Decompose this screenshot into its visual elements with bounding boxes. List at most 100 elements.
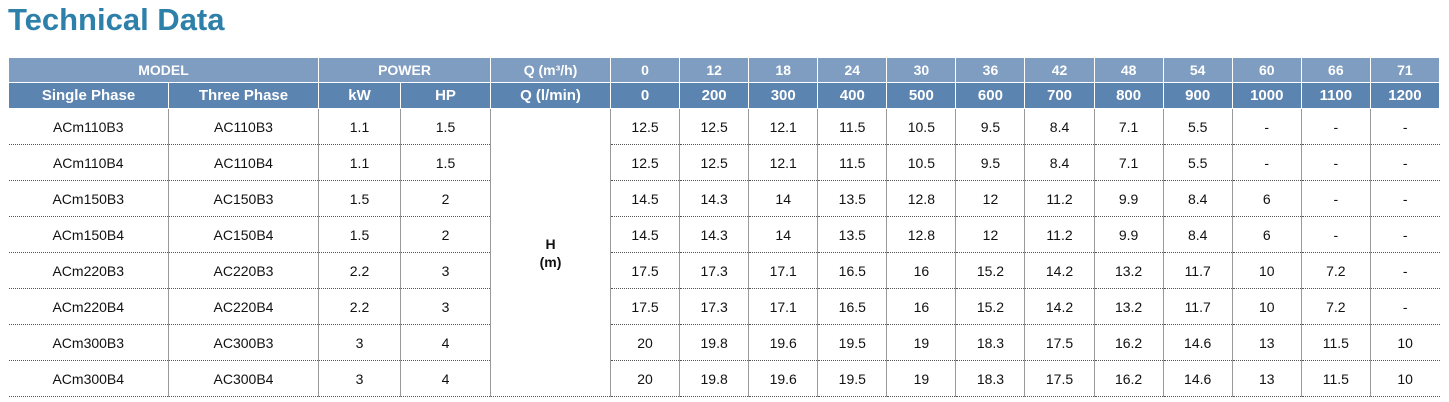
header-cell: 71 xyxy=(1369,57,1441,83)
data-row: ACm220B4 AC220B4 2.2 3 17.5 17.3 17.1 16.5 16 15.… xyxy=(8,288,1440,325)
value-cell: 8.4 xyxy=(1024,108,1095,145)
value-cell: 13.5 xyxy=(817,180,888,217)
data-row: ACm150B3 AC150B3 1.5 2 14.5 14.3 14 13.5 12.8 12 1… xyxy=(8,180,1440,217)
data-row: ACm220B3 AC220B3 2.2 3 17.5 17.3 17.1 16.5 16 15.… xyxy=(8,252,1440,289)
header-cell: POWER xyxy=(317,57,492,83)
value-cell: 12.1 xyxy=(748,144,819,181)
tech-table: MODEL POWER Q (m³/h) 0 12 18 24 30 36 42 48 54 60 66 7… xyxy=(8,57,1441,397)
model-cell: ACm300B4 xyxy=(8,360,169,397)
value-cell: 12.1 xyxy=(748,108,819,145)
model-cell: ACm300B3 xyxy=(8,324,169,361)
value-cell: 10 xyxy=(1232,288,1302,325)
head-unit-cell: H (m) xyxy=(490,108,612,397)
header-cell: 900 xyxy=(1162,82,1233,109)
value-cell: 13 xyxy=(1232,324,1302,361)
value-cell: 18.3 xyxy=(955,324,1026,361)
value-cell: 19.8 xyxy=(679,360,750,397)
model-cell: AC300B3 xyxy=(168,324,319,361)
data-row: ACm150B4 AC150B4 1.5 2 14.5 14.3 14 13.5 12.8 12 1… xyxy=(8,216,1440,253)
value-cell: 7.1 xyxy=(1094,108,1164,145)
value-cell: 15.2 xyxy=(955,252,1026,289)
value-cell: 17.5 xyxy=(1024,324,1095,361)
value-cell: 17.3 xyxy=(679,252,750,289)
value-cell: 11.5 xyxy=(817,108,888,145)
value-cell: 12.8 xyxy=(886,180,957,217)
header-cell: 54 xyxy=(1162,57,1233,83)
value-cell: - xyxy=(1232,144,1302,181)
header-cell: 500 xyxy=(886,82,957,109)
value-cell: 17.5 xyxy=(610,252,681,289)
value-cell: 11.7 xyxy=(1163,288,1233,325)
value-cell: 16 xyxy=(886,252,957,289)
value-cell: 1.5 xyxy=(318,180,401,217)
header-cell: 800 xyxy=(1093,82,1164,109)
header-cell: 42 xyxy=(1024,57,1095,83)
value-cell: 1.5 xyxy=(400,108,492,145)
value-cell: 7.2 xyxy=(1301,252,1371,289)
value-cell: 6 xyxy=(1232,180,1302,217)
value-cell: - xyxy=(1370,288,1440,325)
value-cell: 11.2 xyxy=(1024,180,1095,217)
header-cell: 12 xyxy=(679,57,750,83)
model-cell: ACm110B3 xyxy=(8,108,169,145)
value-cell: 12.5 xyxy=(679,144,750,181)
value-cell: 2.2 xyxy=(318,288,401,325)
value-cell: 19 xyxy=(886,324,957,361)
value-cell: 9.5 xyxy=(955,144,1026,181)
table-body: MODEL POWER Q (m³/h) 0 12 18 24 30 36 42 48 54 60 66 7… xyxy=(8,57,1441,397)
model-cell: ACm150B3 xyxy=(8,180,169,217)
header-cell: 1200 xyxy=(1369,82,1441,109)
value-cell: 20 xyxy=(610,360,681,397)
model-cell: AC150B4 xyxy=(168,216,319,253)
value-cell: - xyxy=(1301,216,1371,253)
value-cell: 1.5 xyxy=(318,216,401,253)
header-cell: 24 xyxy=(817,57,888,83)
header-cell: 300 xyxy=(748,82,819,109)
value-cell: 19.8 xyxy=(679,324,750,361)
value-cell: 14.2 xyxy=(1024,252,1095,289)
value-cell: 19.6 xyxy=(748,360,819,397)
value-cell: 11.2 xyxy=(1024,216,1095,253)
value-cell: - xyxy=(1370,108,1440,145)
header-cell: Q (m³/h) xyxy=(490,57,612,83)
value-cell: 13 xyxy=(1232,360,1302,397)
value-cell: 17.1 xyxy=(748,288,819,325)
value-cell: 17.3 xyxy=(679,288,750,325)
value-cell: 8.4 xyxy=(1024,144,1095,181)
header-row: MODEL POWER Q (m³/h) 0 12 18 24 30 36 42 48 54 60 66 7… xyxy=(8,57,1441,83)
model-cell: AC110B4 xyxy=(168,144,319,181)
value-cell: - xyxy=(1370,216,1440,253)
value-cell: 14 xyxy=(748,180,819,217)
header-cell: kW xyxy=(318,82,401,109)
value-cell: 14.6 xyxy=(1163,324,1233,361)
value-cell: 1.5 xyxy=(400,144,492,181)
value-cell: 10 xyxy=(1370,324,1440,361)
model-cell: AC300B4 xyxy=(168,360,319,397)
data-row: ACm110B3 AC110B3 1.1 1.5 H (m) 12.5 12.5 12.1 11… xyxy=(8,108,1440,397)
value-cell: 14 xyxy=(748,216,819,253)
value-cell: 14.5 xyxy=(610,180,681,217)
header-cell: Single Phase xyxy=(8,82,169,109)
value-cell: 11.5 xyxy=(1301,324,1371,361)
model-cell: ACm220B3 xyxy=(8,252,169,289)
header-cell: 36 xyxy=(955,57,1026,83)
value-cell: 16.5 xyxy=(817,252,888,289)
value-cell: 9.9 xyxy=(1094,216,1164,253)
header-cell: 1000 xyxy=(1231,82,1302,109)
value-cell: - xyxy=(1370,180,1440,217)
header-cell: 200 xyxy=(679,82,750,109)
value-cell: 1.1 xyxy=(318,108,401,145)
value-cell: - xyxy=(1370,252,1440,289)
value-cell: 2 xyxy=(400,180,492,217)
value-cell: 17.5 xyxy=(1024,360,1095,397)
value-cell: 3 xyxy=(400,252,492,289)
model-cell: AC220B3 xyxy=(168,252,319,289)
value-cell: 2.2 xyxy=(318,252,401,289)
header-cell: 18 xyxy=(748,57,819,83)
value-cell: 16.2 xyxy=(1094,324,1164,361)
value-cell: 12 xyxy=(955,180,1026,217)
value-cell: 5.5 xyxy=(1163,108,1233,145)
header-row: Single Phase Three Phase kW HP Q (l/min) 0 200… xyxy=(8,82,1441,109)
value-cell: 3 xyxy=(318,360,401,397)
value-cell: 19.5 xyxy=(817,360,888,397)
